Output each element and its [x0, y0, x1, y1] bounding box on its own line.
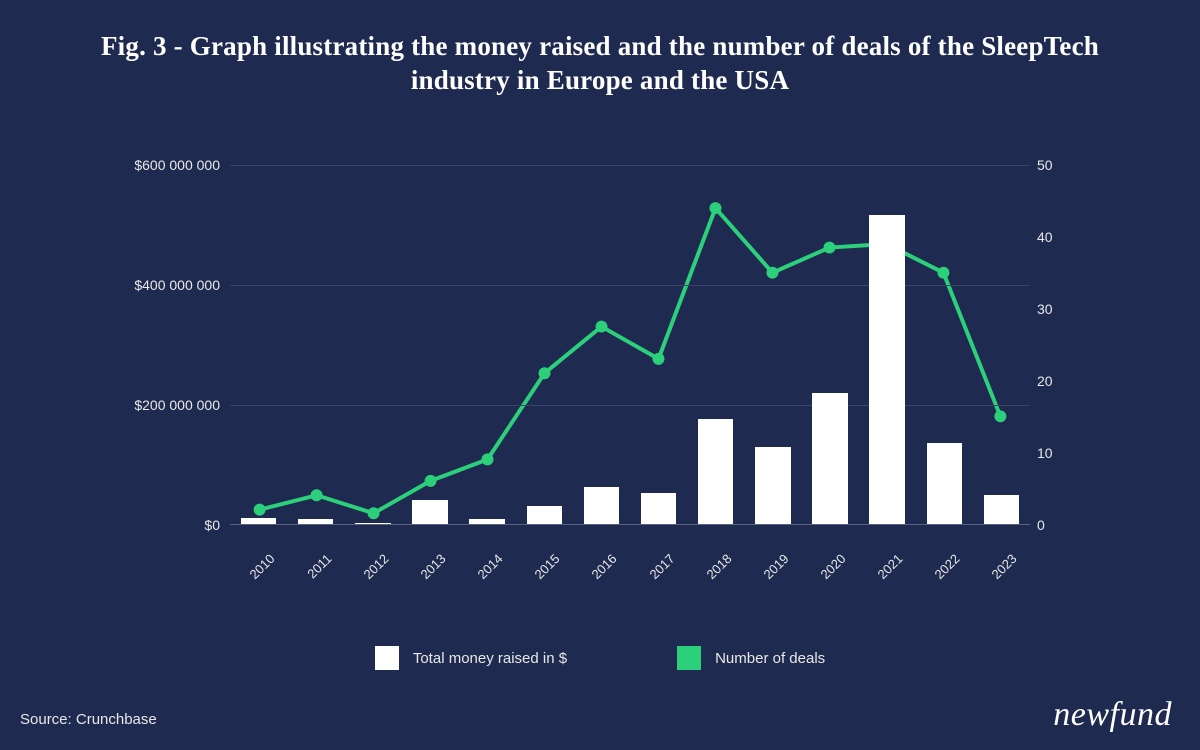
xtick: 2020: [796, 551, 849, 604]
bar: [469, 519, 504, 524]
bar: [355, 523, 390, 524]
deals-marker: [653, 353, 665, 365]
xtick: 2019: [738, 551, 791, 604]
line-layer: [230, 165, 1030, 524]
deals-marker: [368, 507, 380, 519]
bar: [584, 487, 619, 524]
deals-marker: [311, 489, 323, 501]
deals-marker: [425, 475, 437, 487]
xtick: 2014: [453, 551, 506, 604]
xtick: 2012: [338, 551, 391, 604]
ytick-right: 0: [1037, 517, 1075, 533]
xtick: 2016: [567, 551, 620, 604]
deals-marker: [254, 504, 266, 516]
bar: [298, 519, 333, 524]
ytick-right: 30: [1037, 301, 1075, 317]
ytick-right: 10: [1037, 445, 1075, 461]
xtick: 2017: [624, 551, 677, 604]
ytick-right: 40: [1037, 229, 1075, 245]
bar: [412, 500, 447, 524]
legend-label-money: Total money raised in $: [413, 650, 567, 667]
deals-marker: [596, 321, 608, 333]
ytick-right: 50: [1037, 157, 1075, 173]
legend-swatch-money: [375, 646, 399, 670]
xtick: 2023: [967, 551, 1020, 604]
xtick: 2013: [396, 551, 449, 604]
bar: [241, 518, 276, 524]
legend-swatch-deals: [677, 646, 701, 670]
legend-item-deals: Number of deals: [677, 646, 825, 670]
chart-title-block: Fig. 3 - Graph illustrating the money ra…: [50, 30, 1150, 98]
grid-line: [230, 165, 1030, 166]
bar: [527, 506, 562, 524]
deals-marker: [766, 267, 778, 279]
deals-marker: [823, 242, 835, 254]
xtick: 2021: [853, 551, 906, 604]
bar: [984, 495, 1019, 524]
xtick: 2010: [224, 551, 277, 604]
bar: [812, 393, 847, 524]
brand-logo: newfund: [1053, 696, 1172, 734]
bar: [698, 419, 733, 524]
legend-item-money: Total money raised in $: [375, 646, 567, 670]
source-label: Source: Crunchbase: [20, 711, 157, 728]
deals-marker: [482, 453, 494, 465]
legend: Total money raised in $ Number of deals: [100, 646, 1100, 670]
xtick: 2015: [510, 551, 563, 604]
xtick: 2011: [281, 551, 334, 604]
deals-marker: [539, 367, 551, 379]
ytick-left: $0: [95, 517, 220, 533]
grid-line: [230, 405, 1030, 406]
bar: [641, 493, 676, 524]
chart-title: Fig. 3 - Graph illustrating the money ra…: [50, 30, 1150, 98]
xtick: 2018: [681, 551, 734, 604]
bar: [927, 443, 962, 524]
bar: [755, 447, 790, 524]
ytick-left: $400 000 000: [95, 277, 220, 293]
deals-marker: [937, 267, 949, 279]
chart-container: $0$200 000 000$400 000 000$600 000 00001…: [100, 155, 1100, 575]
legend-label-deals: Number of deals: [715, 650, 825, 667]
plot-area: $0$200 000 000$400 000 000$600 000 00001…: [230, 165, 1030, 525]
ytick-left: $600 000 000: [95, 157, 220, 173]
grid-line: [230, 285, 1030, 286]
xtick: 2022: [910, 551, 963, 604]
bar: [869, 215, 904, 524]
ytick-left: $200 000 000: [95, 397, 220, 413]
deals-marker: [994, 410, 1006, 422]
ytick-right: 20: [1037, 373, 1075, 389]
deals-marker: [709, 202, 721, 214]
